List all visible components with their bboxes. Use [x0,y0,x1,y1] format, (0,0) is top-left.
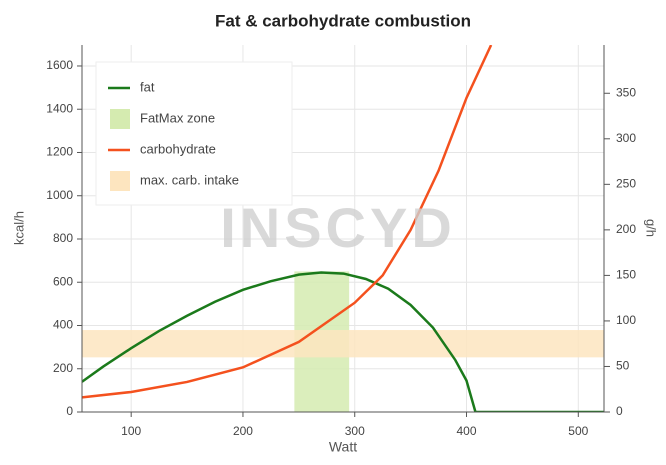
y-tick-label: 0 [66,404,73,418]
legend-label: FatMax zone [140,110,215,125]
x-tick-label: 100 [121,424,141,438]
watermark: INSCYD [220,196,456,259]
y-tick-label: 600 [53,274,73,288]
x-tick-label: 200 [233,424,253,438]
y2-tick-label: 0 [616,404,623,418]
y-tick-label: 800 [53,231,73,245]
x-tick-label: 300 [345,424,365,438]
legend-label: fat [140,79,155,94]
y2-axis-label: g/h [644,219,659,237]
y-axis-label: kcal/h [11,211,26,245]
chart-title: Fat & carbohydrate combustion [215,11,471,30]
y2-tick-label: 350 [616,85,636,99]
y2-tick-label: 200 [616,222,636,236]
legend-swatch [110,171,130,191]
y-tick-label: 400 [53,318,73,332]
band [82,330,604,358]
y-tick-label: 1400 [46,101,73,115]
x-tick-label: 400 [456,424,476,438]
y2-tick-label: 100 [616,313,636,327]
x-axis-label: Watt [329,439,357,455]
series-line [82,271,604,412]
y2-tick-label: 50 [616,359,630,373]
y-tick-label: 1000 [46,188,73,202]
y-tick-label: 200 [53,361,73,375]
x-tick-label: 500 [568,424,588,438]
y2-tick-label: 250 [616,177,636,191]
y-tick-label: 1200 [46,145,73,159]
y-tick-label: 1600 [46,58,73,72]
legend-swatch [110,109,130,129]
legend-label: carbohydrate [140,141,216,156]
series-line [82,45,493,399]
y2-tick-label: 300 [616,131,636,145]
legend-label: max. carb. intake [140,172,239,187]
y2-tick-label: 150 [616,268,636,282]
